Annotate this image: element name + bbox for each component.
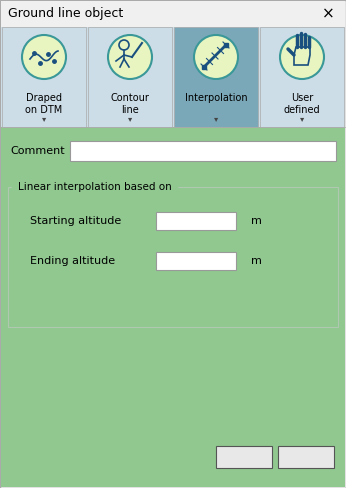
Bar (88, 27, 172, 127)
Bar (8, 187, 338, 327)
Circle shape (280, 35, 324, 79)
Text: 65: 65 (160, 256, 174, 266)
Text: m: m (251, 216, 262, 226)
Text: Contour
line: Contour line (111, 93, 149, 115)
Text: User
defined: User defined (284, 93, 320, 115)
Text: Interpolation: Interpolation (185, 93, 247, 103)
Text: Ground line object: Ground line object (8, 7, 123, 20)
Text: 55: 55 (160, 216, 174, 226)
Text: ×: × (322, 6, 334, 21)
Circle shape (119, 40, 129, 50)
Circle shape (22, 35, 66, 79)
Bar (1, 127, 345, 487)
Bar (174, 27, 258, 127)
Bar (156, 252, 236, 270)
Bar (278, 446, 334, 468)
Text: Ending altitude: Ending altitude (30, 256, 115, 266)
Text: ▾: ▾ (214, 115, 218, 123)
Bar (156, 212, 236, 230)
Bar (70, 141, 336, 161)
Text: Draped
on DTM: Draped on DTM (25, 93, 63, 115)
Text: Cancel: Cancel (287, 452, 325, 462)
Circle shape (194, 35, 238, 79)
Circle shape (108, 35, 152, 79)
Bar (216, 446, 272, 468)
Text: Comment: Comment (10, 146, 65, 156)
Text: ▾: ▾ (42, 115, 46, 123)
Text: ▾: ▾ (300, 115, 304, 123)
Text: Linear interpolation based on: Linear interpolation based on (18, 182, 172, 192)
Bar (1, 1, 345, 27)
Text: m: m (251, 256, 262, 266)
Bar (1, 27, 345, 127)
Text: OK: OK (236, 452, 252, 462)
Bar (2, 27, 86, 127)
Text: Starting altitude: Starting altitude (30, 216, 121, 226)
Bar (260, 27, 344, 127)
Text: ▾: ▾ (128, 115, 132, 123)
